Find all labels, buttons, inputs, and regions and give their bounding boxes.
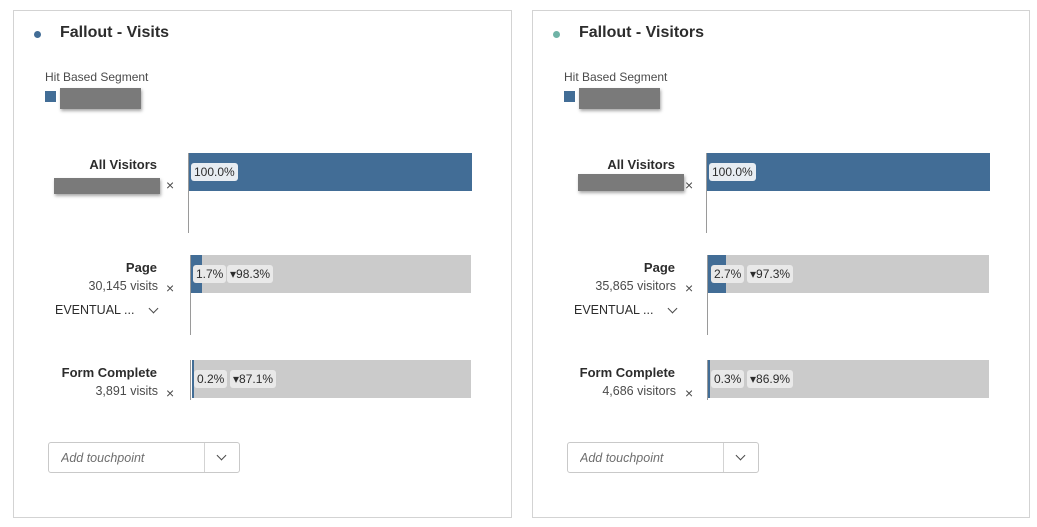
remove-step-icon[interactable]: × — [166, 385, 175, 401]
step-count-form-complete: 3,891 visits — [95, 384, 158, 398]
step-count-form-complete: 4,686 visitors — [602, 384, 676, 398]
add-touchpoint-input[interactable] — [568, 443, 724, 472]
bar-percent-label: 0.2% — [194, 370, 228, 388]
path-type-select[interactable]: EVENTUAL ... — [55, 303, 135, 317]
step-count-page: 30,145 visits — [88, 279, 158, 293]
path-type-select[interactable]: EVENTUAL ... — [574, 303, 654, 317]
bar-fallout-label: ▾86.9% — [747, 370, 794, 388]
step-divider — [190, 255, 191, 335]
step-name-all-visitors: All Visitors — [607, 157, 675, 172]
segment-label: Hit Based Segment — [564, 70, 668, 84]
panel-title: Fallout - Visitors — [579, 24, 705, 41]
remove-step-icon[interactable]: × — [685, 385, 694, 401]
step-name-page: Page — [125, 260, 157, 275]
all-visitors-count-redacted — [578, 174, 684, 191]
add-touchpoint-dropdown-button[interactable] — [724, 443, 758, 472]
fallout-panel-visitors: Fallout - Visitors Hit Based Segment All… — [532, 10, 1030, 518]
step-name-all-visitors: All Visitors — [89, 157, 157, 172]
step-name-form-complete: Form Complete — [579, 365, 675, 380]
segment-label: Hit Based Segment — [45, 70, 149, 84]
remove-step-icon[interactable]: × — [685, 177, 694, 193]
step-count-page: 35,865 visitors — [595, 279, 676, 293]
step-name-form-complete: Form Complete — [61, 365, 157, 380]
bar-form-complete-fill — [708, 360, 710, 398]
add-touchpoint-combobox[interactable] — [567, 442, 759, 473]
bar-fallout-label: ▾87.1% — [230, 370, 277, 388]
bar-percent-label: 100.0% — [191, 163, 238, 181]
segment-swatch — [564, 91, 575, 102]
remove-step-icon[interactable]: × — [685, 280, 694, 296]
step-name-page: Page — [643, 260, 675, 275]
remove-step-icon[interactable]: × — [166, 177, 175, 193]
add-touchpoint-dropdown-button[interactable] — [205, 443, 239, 472]
all-visitors-count-redacted — [54, 178, 160, 194]
panel-dot-icon — [34, 31, 41, 38]
bar-percent-label: 100.0% — [709, 163, 756, 181]
chevron-down-icon[interactable] — [667, 303, 678, 314]
chevron-down-icon — [735, 450, 746, 461]
step-divider — [706, 153, 707, 233]
panel-title: Fallout - Visits — [60, 24, 170, 41]
step-divider — [707, 360, 708, 400]
segment-swatch — [45, 91, 56, 102]
step-divider — [188, 153, 189, 233]
bar-fallout-label: ▾97.3% — [747, 265, 794, 283]
bar-percent-label: 0.3% — [711, 370, 745, 388]
bar-percent-label: 1.7% — [193, 265, 227, 283]
bar-percent-label: 2.7% — [711, 265, 745, 283]
add-touchpoint-input[interactable] — [49, 443, 205, 472]
segment-name-redacted — [579, 88, 660, 109]
add-touchpoint-combobox[interactable] — [48, 442, 240, 473]
remove-step-icon[interactable]: × — [166, 280, 175, 296]
bar-fallout-label: ▾98.3% — [227, 265, 274, 283]
step-divider — [707, 255, 708, 335]
step-divider — [190, 360, 191, 400]
fallout-panel-visits: Fallout - Visits Hit Based Segment All V… — [13, 10, 512, 518]
segment-name-redacted — [60, 88, 141, 109]
chevron-down-icon[interactable] — [148, 303, 159, 314]
chevron-down-icon — [216, 450, 227, 461]
bar-form-complete-fill — [192, 360, 194, 398]
panel-dot-icon — [553, 31, 560, 38]
